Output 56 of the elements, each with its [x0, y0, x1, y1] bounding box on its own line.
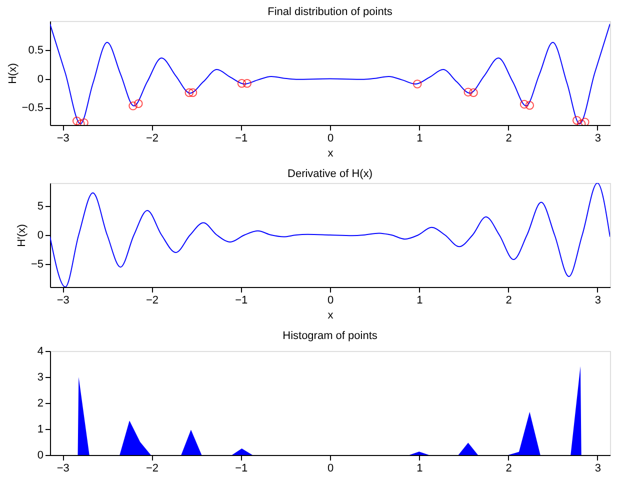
x-tick-label: −3: [56, 132, 70, 144]
x-tick-label: 2: [506, 294, 512, 306]
point: [464, 88, 473, 96]
y-tick-label: 5: [37, 200, 44, 212]
y-axis-title: H′(x): [16, 224, 28, 247]
x-tick-label: 2: [506, 132, 512, 144]
point: [188, 88, 198, 98]
y-tick-label: 4: [37, 346, 44, 358]
line-series: [50, 23, 610, 124]
y-tick-label: 1: [37, 424, 44, 436]
point: [80, 118, 88, 125]
x-tick-label: −3: [56, 294, 70, 306]
x-tick-label: 1: [416, 132, 423, 144]
x-tick-label: 3: [594, 294, 601, 306]
x-tick-label: 2: [506, 462, 512, 474]
x-tick-label: 0: [327, 462, 334, 474]
x-tick-label: −1: [235, 462, 248, 474]
y-axis-title: H(x): [6, 63, 19, 84]
point: [242, 79, 252, 88]
point: [520, 100, 529, 109]
y-tick-label: 0.5: [28, 44, 44, 56]
x-tick-label: −2: [146, 294, 159, 306]
x-tick-label: 1: [416, 294, 423, 306]
point: [469, 88, 478, 98]
line-series: [50, 183, 610, 287]
x-tick-label: −1: [235, 294, 248, 306]
point: [72, 116, 82, 125]
point: [134, 99, 143, 108]
chart-title: Final distribution of points: [268, 6, 393, 18]
y-tick-label: −0.5: [22, 102, 44, 114]
x-axis-title: x: [328, 148, 334, 160]
x-tick-label: −1: [235, 132, 248, 144]
x-tick-label: 0: [327, 294, 334, 306]
x-tick-label: 1: [416, 462, 423, 474]
x-tick-label: 3: [594, 132, 601, 144]
x-tick-label: 3: [594, 462, 601, 474]
y-tick-label: 0: [37, 73, 44, 86]
y-tick-label: −5: [30, 258, 44, 271]
y-tick-label: 2: [37, 398, 44, 410]
point: [128, 102, 138, 110]
y-tick-label: 3: [37, 372, 44, 384]
y-tick-label: 0: [37, 450, 44, 462]
point: [412, 80, 422, 88]
x-tick-label: −3: [56, 462, 70, 474]
y-tick-label: 0: [37, 230, 44, 242]
chart-title: Histogram of points: [282, 330, 378, 342]
x-axis-title: x: [328, 310, 334, 322]
point: [184, 88, 194, 98]
point: [525, 100, 534, 110]
point: [572, 116, 582, 125]
point: [237, 79, 246, 88]
x-tick-label: 0: [327, 132, 334, 144]
point: [580, 118, 590, 125]
chart-title: Derivative of H(x): [288, 168, 372, 180]
x-tick-label: −2: [146, 462, 159, 474]
x-tick-label: −2: [146, 132, 159, 144]
